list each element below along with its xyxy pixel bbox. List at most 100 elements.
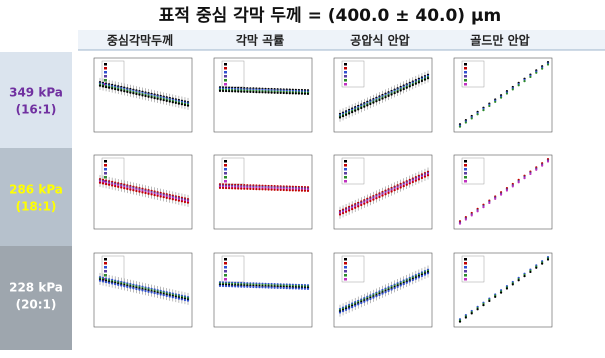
dot [237, 90, 240, 93]
legend-swatch [464, 266, 467, 269]
dot [285, 92, 288, 95]
legend-swatch [344, 160, 347, 163]
dot [541, 67, 544, 70]
dot [294, 287, 297, 290]
dot [488, 104, 491, 108]
dot [224, 89, 228, 93]
dot [123, 187, 126, 190]
dot [511, 283, 514, 286]
legend-swatch [344, 274, 347, 277]
dot [108, 183, 111, 186]
dot [104, 280, 108, 284]
dot [108, 281, 111, 284]
dot [165, 196, 168, 199]
dot [258, 91, 261, 94]
legend-swatch [104, 164, 107, 167]
row-ratio: (20:1) [16, 298, 57, 312]
dot [120, 89, 123, 92]
legend-swatch [344, 266, 347, 269]
legend-box [341, 60, 365, 88]
dot [132, 92, 135, 95]
legend-swatch [464, 71, 467, 74]
dot [390, 93, 393, 96]
row-band [0, 246, 72, 350]
dot [396, 90, 399, 93]
dot [291, 189, 294, 192]
dot [393, 287, 396, 290]
dot [360, 203, 363, 207]
dot [341, 310, 345, 313]
dot [396, 187, 399, 190]
legend-swatch [224, 67, 227, 70]
dot [291, 92, 294, 95]
dot [402, 185, 405, 188]
dot [231, 90, 234, 93]
dot [420, 274, 424, 278]
dot [180, 200, 184, 203]
dot [378, 98, 381, 102]
dot [348, 112, 351, 115]
dot [494, 197, 497, 200]
dot [221, 284, 225, 288]
legend-swatch [464, 164, 467, 167]
dot [135, 189, 138, 193]
legend-swatch [344, 180, 347, 183]
dot [221, 89, 225, 93]
dot [426, 174, 430, 177]
legend-swatch [104, 270, 107, 273]
dot [344, 308, 348, 311]
dot [234, 90, 237, 93]
legend-swatch [104, 160, 107, 163]
legend-swatch [464, 172, 467, 175]
dot [180, 103, 184, 106]
dot [351, 306, 354, 309]
dot [279, 91, 282, 95]
dot [348, 307, 351, 310]
dot [270, 286, 273, 289]
dot [162, 294, 165, 297]
legend-swatch [344, 67, 347, 70]
dot [517, 279, 520, 282]
dot [282, 286, 285, 290]
dot [171, 198, 174, 201]
dot [252, 90, 255, 94]
dot [132, 287, 135, 290]
dot [470, 214, 473, 217]
dot [111, 87, 114, 90]
legend-swatch [464, 258, 467, 261]
dot [378, 195, 381, 199]
dot [381, 97, 384, 100]
dot [408, 280, 411, 283]
dot [279, 188, 282, 192]
dot [156, 194, 159, 197]
dot [129, 188, 132, 191]
dot [306, 92, 310, 95]
column-header: 골드만 안압 [470, 33, 529, 48]
dot [529, 172, 532, 176]
dot [411, 278, 414, 282]
legend-swatch [104, 79, 107, 82]
dot [529, 75, 532, 79]
legend-swatch [104, 274, 107, 277]
dot [240, 90, 243, 93]
legend-swatch [464, 75, 467, 78]
dot [162, 99, 165, 102]
legend-swatch [224, 172, 227, 175]
dot [123, 90, 126, 93]
legend-swatch [344, 79, 347, 82]
dot [135, 92, 138, 96]
dot [402, 88, 405, 91]
legend-swatch [224, 168, 227, 171]
dot [417, 276, 420, 279]
row-ratio: (18:1) [16, 200, 57, 214]
dot [177, 102, 180, 105]
dot [390, 288, 393, 291]
legend-swatch [344, 164, 347, 167]
dot [150, 291, 153, 294]
dot [529, 270, 532, 274]
dot [270, 188, 273, 191]
dot [541, 262, 544, 265]
dot [464, 218, 467, 221]
dot [396, 285, 399, 288]
legend-box [461, 60, 485, 88]
